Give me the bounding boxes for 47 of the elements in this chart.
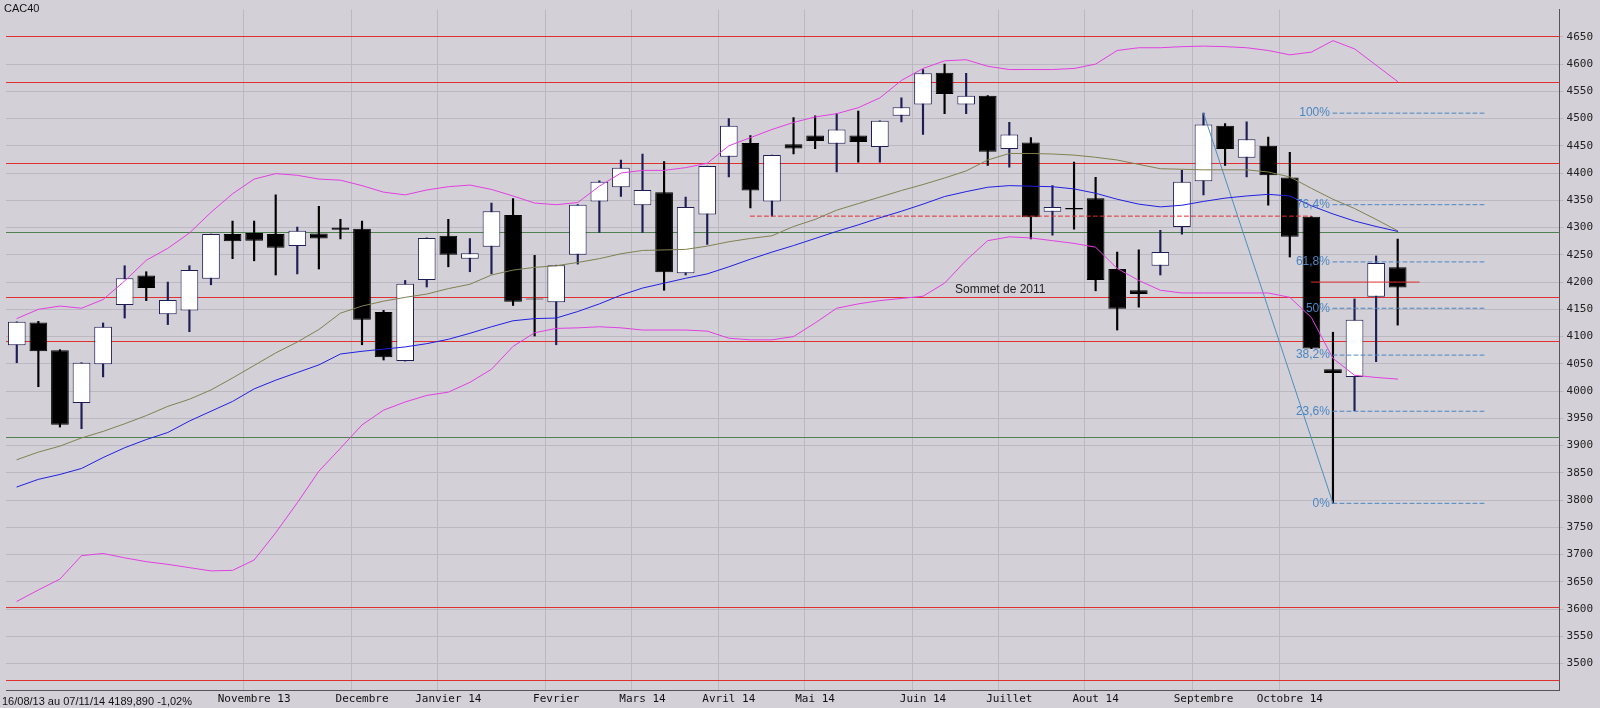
y-tick-label: 4600: [1566, 56, 1594, 70]
y-tick-label: 4500: [1566, 111, 1594, 125]
candlestick: [223, 220, 242, 259]
series-label: 61,8%: [1295, 254, 1331, 269]
x-tick-label: Mars 14: [619, 692, 667, 706]
y-tick-label: 3550: [1566, 629, 1594, 643]
y-tick-label: 3650: [1566, 574, 1594, 588]
x-tick-label: Decembre: [335, 692, 389, 706]
x-tick-label: Fevrier: [533, 692, 580, 706]
y-tick-label: 3850: [1566, 465, 1594, 479]
candlestick: [1043, 185, 1062, 236]
y-tick-label: 3800: [1566, 492, 1594, 506]
y-tick-label: 4400: [1566, 165, 1594, 179]
x-tick-label: Aout 14: [1072, 692, 1120, 706]
y-tick-label: 3900: [1566, 438, 1594, 452]
x-tick-label: Septembre: [1173, 692, 1234, 706]
y-tick-label: 3700: [1566, 547, 1594, 561]
ref-line-label: Sommet de 2011: [955, 281, 1046, 296]
y-tick-label: 4300: [1566, 220, 1594, 234]
y-tick-label: 4100: [1566, 329, 1594, 343]
x-tick-label: Mai 14: [795, 692, 836, 706]
x-tick-label: Juillet: [986, 692, 1033, 706]
chart-title: CAC40: [4, 1, 40, 14]
y-tick-label: 3600: [1566, 601, 1594, 615]
x-tick-label: Juin 14: [899, 692, 947, 706]
series-label: 100%: [1299, 105, 1331, 120]
y-tick-label: 4200: [1566, 274, 1594, 288]
text: 16/08/13 au 07/11/14 4189,890 -1,02%: [2, 694, 193, 707]
x-tick-label: Octobre 14: [1256, 692, 1324, 706]
series-label: 38,2%: [1295, 347, 1331, 362]
candlestick: [784, 117, 803, 155]
y-tick-label: 3950: [1566, 411, 1594, 425]
y-tick-label: 4350: [1566, 193, 1594, 207]
x-tick-label: Avril 14: [702, 692, 756, 706]
candlestick: [633, 153, 652, 233]
y-tick-label: 4650: [1566, 29, 1594, 43]
y-tick-label: 4450: [1566, 138, 1594, 152]
y-tick-label: 4000: [1566, 383, 1594, 397]
y-tick-label: 4550: [1566, 84, 1594, 98]
x-tick-label: Janvier 14: [415, 692, 482, 706]
y-tick-label: 4250: [1566, 247, 1594, 261]
y-tick-label: 4050: [1566, 356, 1594, 370]
y-tick-label: 3750: [1566, 520, 1594, 534]
x-tick-label: Novembre 13: [217, 692, 291, 706]
y-tick-label: 3500: [1566, 656, 1594, 670]
series-label: 0%: [1312, 495, 1331, 510]
y-tick-label: 4150: [1566, 302, 1594, 316]
